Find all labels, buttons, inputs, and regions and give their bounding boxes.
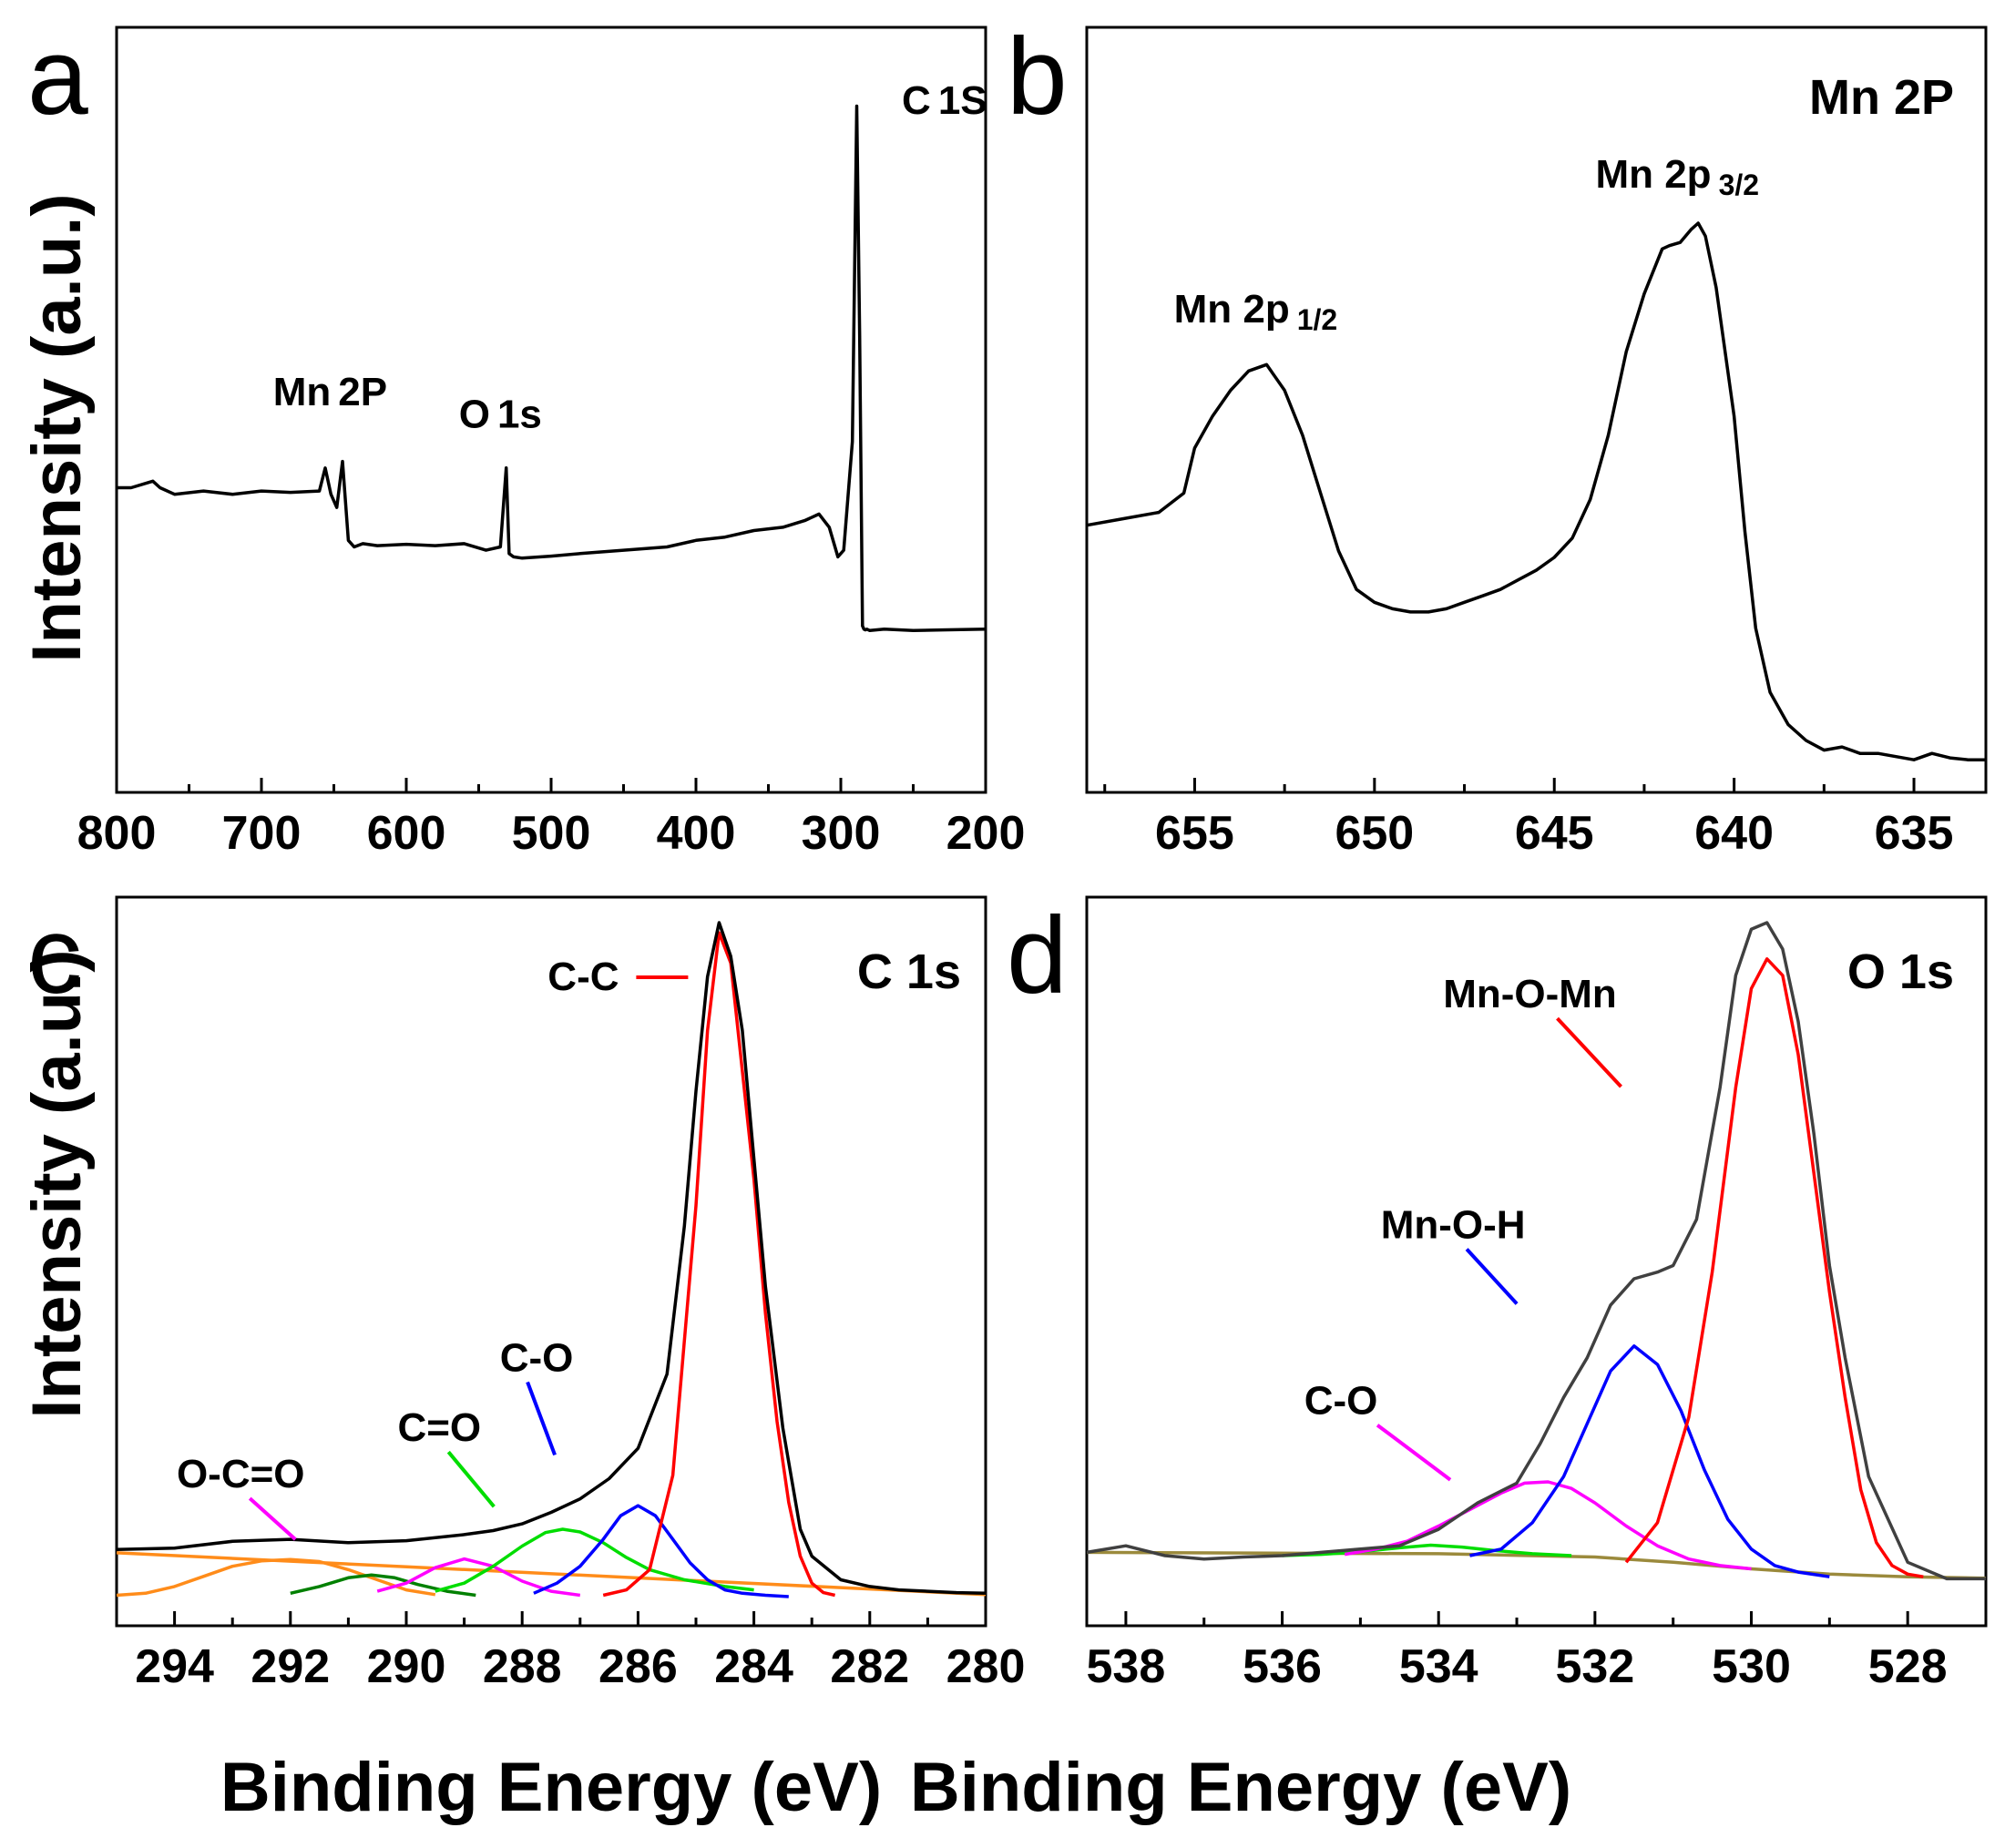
tick-label-a: 200	[946, 807, 1026, 860]
tick-label-d: 528	[1868, 1640, 1948, 1693]
panel-title-b: Mn 2P	[1809, 70, 1954, 125]
background-line-c	[116, 1551, 987, 1597]
pointer-line-c	[248, 1496, 297, 1541]
tick-label-d: 532	[1555, 1640, 1634, 1693]
peak-label-d: Mn-O-H	[1381, 1202, 1526, 1247]
series-mn-o-h-d	[1469, 1344, 1830, 1578]
series-envelope-d	[1086, 921, 1986, 1581]
panel-b: 655 650 645 640 635 b Mn 2P Mn 2p 1/2 Mn 2p 3/2	[1007, 15, 1988, 860]
y-axis-title-bottom: Intensity (a.u.)	[18, 949, 96, 1418]
peak-label-d: Mn-O-Mn	[1443, 972, 1617, 1016]
tick-label-b: 650	[1335, 807, 1414, 860]
tick-label-a: 400	[657, 807, 736, 860]
series-envelope-c	[116, 921, 987, 1596]
panel-letter-c: c	[27, 894, 82, 1016]
peak-label-sub-a: 1S	[938, 78, 987, 123]
pointer-line-d	[1465, 1248, 1519, 1305]
series-satellite-c	[116, 1557, 436, 1598]
series-mn-o-mn-d	[1624, 957, 1924, 1578]
tick-label-c: 290	[367, 1640, 446, 1693]
peak-label-c: C=O	[397, 1405, 481, 1450]
panel-title-c: C 1s	[857, 944, 961, 999]
tick-label-c: 282	[830, 1640, 909, 1693]
tick-label-d: 536	[1243, 1640, 1322, 1693]
peak-label-a: Mn 2P	[273, 370, 387, 414]
peak-label-c: C-O	[500, 1335, 574, 1380]
x-axis-title-right: Binding Energy (eV)	[910, 1749, 1571, 1826]
tick-label-a: 800	[77, 807, 157, 860]
plot-frame-c	[115, 895, 987, 1628]
tick-label-a: 300	[802, 807, 881, 860]
tick-label-a: 500	[512, 807, 591, 860]
peak-label-b: Mn 2p 3/2	[1595, 152, 1759, 201]
tick-label-b: 655	[1155, 807, 1234, 860]
series-shake-up-c	[290, 1573, 476, 1598]
tick-label-b: 645	[1515, 807, 1594, 860]
pointer-line-d	[1376, 1424, 1452, 1482]
peak-label-a: C 1S	[902, 78, 987, 123]
panel-letter-d: d	[1007, 894, 1068, 1016]
pointer-line-d	[1556, 1016, 1622, 1088]
series-c-o-c	[533, 1504, 789, 1598]
tick-label-d: 534	[1399, 1640, 1478, 1693]
tick-label-d: 538	[1087, 1640, 1166, 1693]
tick-label-b: 640	[1694, 807, 1774, 860]
plot-frame-b	[1085, 26, 1988, 794]
panel-title-d: O 1s	[1847, 944, 1954, 999]
plot-frame-d	[1085, 895, 1988, 1628]
peak-label-a: O 1s	[459, 392, 542, 436]
series-baseline-d	[1086, 1550, 1987, 1580]
x-axis-title-left: Binding Energy (eV)	[220, 1749, 882, 1826]
y-axis-title-top: Intensity (a.u.)	[18, 193, 96, 662]
panel-c: 294 292 290 288 286 284 282 280 c C 1s C-C C-O C=O O-…	[27, 894, 1025, 1693]
tick-label-c: 280	[946, 1640, 1026, 1693]
tick-label-b: 635	[1875, 807, 1954, 860]
peak-label-d: C-O	[1304, 1379, 1378, 1424]
panel-letter-b: b	[1007, 15, 1068, 138]
series-o-c-o-c	[376, 1557, 581, 1598]
peak-label-sub-a: 1s	[497, 392, 542, 436]
peak-label-sub-a: 2P	[338, 370, 387, 414]
series-mn-2p-b	[1086, 221, 1986, 761]
peak-label-sub-b: 3/2	[1719, 168, 1759, 201]
series-c-o-c	[435, 1527, 754, 1593]
tick-label-c: 292	[251, 1640, 330, 1693]
tick-label-c: 294	[135, 1640, 214, 1693]
tick-label-a: 700	[222, 807, 302, 860]
tick-label-c: 286	[598, 1640, 678, 1693]
tick-label-d: 530	[1712, 1640, 1791, 1693]
series-c-o-d	[1344, 1480, 1752, 1571]
series-minor-d	[1282, 1543, 1572, 1557]
panel-letter-a: a	[27, 15, 88, 138]
panel-a: 800 700 600 500 400 300 200 a Mn 2P O 1s C 1S	[27, 15, 1025, 860]
series-survey-a	[117, 104, 987, 633]
panel-d: 538 536 534 532 530 528 d O 1s Mn-O-Mn Mn-O-H C-O	[1007, 894, 1988, 1693]
peak-label-c: O-C=O	[177, 1452, 305, 1496]
pointer-line-c	[446, 1450, 496, 1508]
peak-label-c: C-C	[547, 955, 619, 999]
series-c-c-c	[602, 931, 835, 1598]
tick-label-a: 600	[367, 807, 446, 860]
tick-label-c: 284	[714, 1640, 793, 1693]
tick-label-c: 288	[483, 1640, 562, 1693]
peak-label-sub-b: 1/2	[1297, 303, 1337, 336]
peak-label-b: Mn 2p 1/2	[1174, 287, 1338, 336]
pointer-line-c	[526, 1381, 557, 1456]
